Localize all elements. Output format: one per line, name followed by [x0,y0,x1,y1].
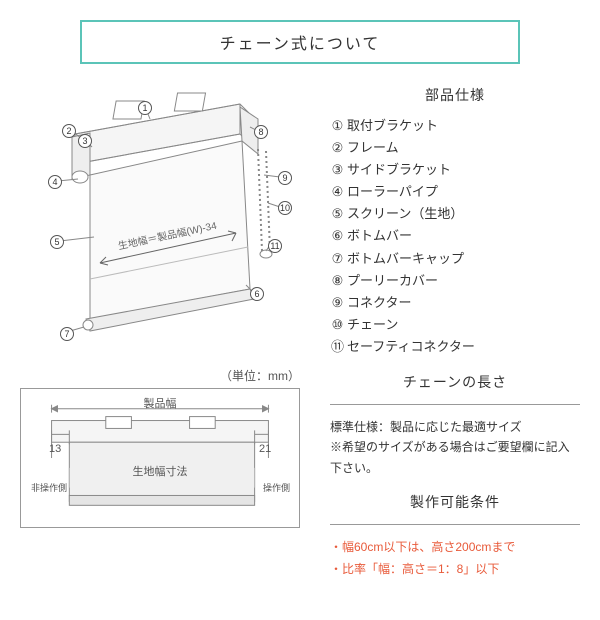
part-num: ⑥ [330,225,345,247]
part-num: ① [330,115,345,137]
part-name: ボトムバーキャップ [347,248,464,270]
right-side-label: 操作側 [263,481,290,494]
left-column: 生地幅＝製品幅(W)-34 1234567891011 （単位：mm） [20,79,310,580]
condition-item: ・比率「幅：高さ＝1：8」以下 [330,559,580,581]
condition-item: ・幅60cm以下は、高さ200cmまで [330,537,580,559]
part-name: 取付ブラケット [347,115,438,137]
chain-length-title: チェーンの長さ [330,372,580,392]
chain-spec-1: 標準仕様：製品に応じた最適サイズ [330,417,580,437]
callout-8: 8 [254,125,268,139]
parts-item: ⑥ボトムバー [330,225,580,247]
parts-item: ④ローラーパイプ [330,181,580,203]
main-diagram: 生地幅＝製品幅(W)-34 1234567891011 [20,79,300,359]
callout-11: 11 [268,239,282,253]
part-num: ⑦ [330,248,345,270]
left-side-label: 非操作側 [31,481,67,494]
part-name: サイドブラケット [347,159,451,181]
unit-label: （単位：mm） [20,367,300,384]
part-name: チェーン [347,314,398,336]
part-num: ④ [330,181,345,203]
callout-10: 10 [278,201,292,215]
page-title: チェーン式について [220,36,381,53]
conditions-list: ・幅60cm以下は、高さ200cmまで・比率「幅：高さ＝1：8」以下 [330,537,580,580]
conditions-title: 製作可能条件 [330,492,580,512]
part-name: ボトムバー [347,225,412,247]
parts-item: ⑧プーリーカバー [330,270,580,292]
parts-item: ⑨コネクター [330,292,580,314]
part-num: ⑧ [330,270,345,292]
part-num: ⑪ [330,336,345,358]
left-margin: 13 [49,443,61,455]
callout-4: 4 [48,175,62,189]
callout-9: 9 [278,171,292,185]
parts-item: ①取付ブラケット [330,115,580,137]
part-num: ③ [330,159,345,181]
product-width-label: 製品幅 [21,395,299,411]
sub-diagram: 製品幅 13 21 生地幅寸法 非操作側 操作側 [20,388,300,528]
part-num: ⑨ [330,292,345,314]
part-name: フレーム [347,137,399,159]
part-num: ⑩ [330,314,345,336]
parts-item: ⑩チェーン [330,314,580,336]
callout-2: 2 [62,124,76,138]
part-num: ② [330,137,345,159]
right-margin: 21 [259,443,271,455]
parts-item: ⑪セーフティコネクター [330,336,580,358]
title-box: チェーン式について [80,20,520,64]
part-name: コネクター [347,292,411,314]
callout-6: 6 [250,287,264,301]
fabric-dim-label: 生地幅寸法 [21,463,299,479]
divider-2 [330,524,580,525]
part-name: スクリーン（生地） [347,203,463,225]
parts-list: ①取付ブラケット②フレーム③サイドブラケット④ローラーパイプ⑤スクリーン（生地）… [330,115,580,358]
callout-3: 3 [78,134,92,148]
parts-item: ⑤スクリーン（生地） [330,203,580,225]
parts-item: ⑦ボトムバーキャップ [330,248,580,270]
parts-item: ③サイドブラケット [330,159,580,181]
part-name: ローラーパイプ [347,181,438,203]
callout-1: 1 [138,101,152,115]
part-num: ⑤ [330,203,345,225]
chain-spec-2: ※希望のサイズがある場合はご要望欄に記入下さい。 [330,437,580,478]
parts-item: ②フレーム [330,137,580,159]
divider-1 [330,404,580,405]
callout-7: 7 [60,327,74,341]
part-name: プーリーカバー [347,270,438,292]
callout-5: 5 [50,235,64,249]
right-column: 部品仕様 ①取付ブラケット②フレーム③サイドブラケット④ローラーパイプ⑤スクリー… [310,79,580,580]
parts-spec-title: 部品仕様 [330,85,580,105]
part-name: セーフティコネクター [347,336,475,358]
